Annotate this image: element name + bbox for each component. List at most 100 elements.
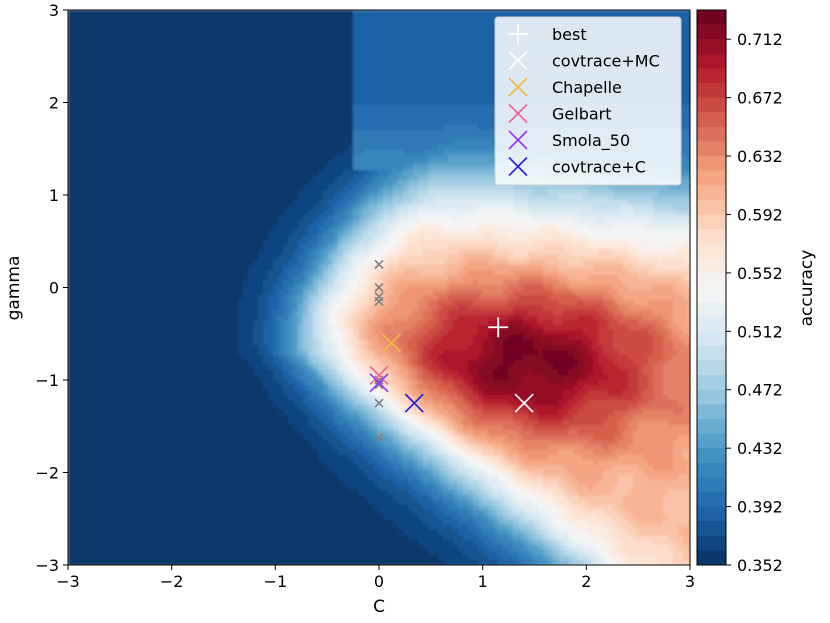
heatmap-cell	[313, 60, 319, 66]
heatmap-cell	[263, 170, 269, 176]
heatmap-cell	[253, 130, 259, 136]
heatmap-cell	[378, 90, 384, 96]
heatmap-cell	[338, 120, 344, 126]
heatmap-cell	[453, 60, 459, 66]
heatmap-cell	[163, 75, 169, 81]
heatmap-cell	[253, 185, 259, 191]
heatmap-cell	[438, 80, 444, 86]
heatmap-cell	[133, 180, 139, 186]
heatmap-cell	[418, 65, 424, 71]
heatmap-cell	[413, 95, 419, 101]
heatmap-cell	[93, 15, 99, 21]
heatmap-cell	[463, 185, 469, 191]
heatmap-cell	[553, 185, 559, 191]
heatmap-cell	[78, 115, 84, 121]
heatmap-cell	[373, 80, 379, 86]
heatmap-cell	[333, 50, 339, 56]
heatmap-cell	[533, 205, 539, 211]
heatmap-cell	[363, 125, 369, 131]
heatmap-cell	[458, 70, 464, 76]
heatmap-cell	[393, 140, 399, 146]
heatmap-cell	[193, 55, 199, 61]
heatmap-cell	[188, 120, 194, 126]
heatmap-cell	[343, 105, 349, 111]
heatmap-cell	[638, 195, 644, 201]
heatmap-cell	[623, 185, 629, 191]
heatmap-cell	[373, 170, 379, 176]
heatmap-cell	[478, 15, 484, 21]
heatmap-cell	[453, 95, 459, 101]
heatmap-cell	[243, 115, 249, 121]
heatmap-cell	[208, 165, 214, 171]
heatmap-cell	[173, 140, 179, 146]
heatmap-cell	[153, 10, 159, 16]
heatmap-cell	[203, 25, 209, 31]
heatmap-cell	[343, 60, 349, 66]
heatmap-cell	[483, 170, 489, 176]
heatmap-cell	[208, 40, 214, 46]
heatmap-cell	[398, 20, 404, 26]
heatmap-cell	[298, 145, 304, 151]
heatmap-cell	[398, 95, 404, 101]
heatmap-cell	[358, 165, 364, 171]
heatmap-cell	[123, 70, 129, 76]
heatmap-cell	[323, 15, 329, 21]
heatmap-cell	[628, 185, 634, 191]
heatmap-cell	[238, 135, 244, 141]
heatmap-cell	[603, 185, 609, 191]
heatmap-cell	[268, 80, 274, 86]
heatmap-cell	[158, 110, 164, 116]
heatmap-cell	[68, 100, 74, 106]
heatmap-cell	[153, 160, 159, 166]
heatmap-cell	[168, 35, 174, 41]
heatmap-cell	[183, 130, 189, 136]
heatmap-cell	[213, 185, 219, 191]
heatmap-cell	[138, 15, 144, 21]
heatmap-cell	[178, 75, 184, 81]
heatmap-cell	[233, 165, 239, 171]
heatmap-cell	[83, 170, 89, 176]
heatmap-cell	[668, 190, 674, 196]
heatmap-cell	[428, 75, 434, 81]
heatmap-cell	[168, 10, 174, 16]
heatmap-cell	[118, 145, 124, 151]
heatmap-cell	[288, 180, 294, 186]
heatmap-cell	[428, 145, 434, 151]
heatmap-cell	[73, 20, 79, 26]
heatmap-cell	[318, 55, 324, 61]
heatmap-cell	[173, 110, 179, 116]
heatmap-cell	[313, 195, 319, 201]
heatmap-cell	[448, 15, 454, 21]
heatmap-cell	[128, 50, 134, 56]
heatmap-cell	[188, 115, 194, 121]
heatmap-cell	[338, 95, 344, 101]
heatmap-cell	[273, 80, 279, 86]
heatmap-cell	[163, 40, 169, 46]
heatmap-cell	[233, 65, 239, 71]
heatmap-cell	[198, 185, 204, 191]
heatmap-cell	[173, 115, 179, 121]
heatmap-cell	[363, 30, 369, 36]
heatmap-cell	[158, 10, 164, 16]
heatmap-cell	[193, 130, 199, 136]
heatmap-cell	[398, 65, 404, 71]
heatmap-cell	[468, 145, 474, 151]
heatmap-cell	[148, 100, 154, 106]
heatmap-cell	[388, 200, 394, 206]
heatmap-cell	[478, 130, 484, 136]
heatmap-cell	[378, 100, 384, 106]
heatmap-cell	[143, 110, 149, 116]
heatmap-cell	[168, 80, 174, 86]
heatmap-cell	[173, 75, 179, 81]
heatmap-cell	[458, 125, 464, 131]
heatmap-cell	[308, 160, 314, 166]
heatmap-cell	[488, 90, 494, 96]
heatmap-cell	[423, 55, 429, 61]
heatmap-cell	[153, 140, 159, 146]
heatmap-cell	[453, 35, 459, 41]
heatmap-cell	[433, 55, 439, 61]
heatmap-cell	[193, 150, 199, 156]
heatmap-cell	[78, 140, 84, 146]
heatmap-cell	[158, 55, 164, 61]
heatmap-cell	[343, 150, 349, 156]
